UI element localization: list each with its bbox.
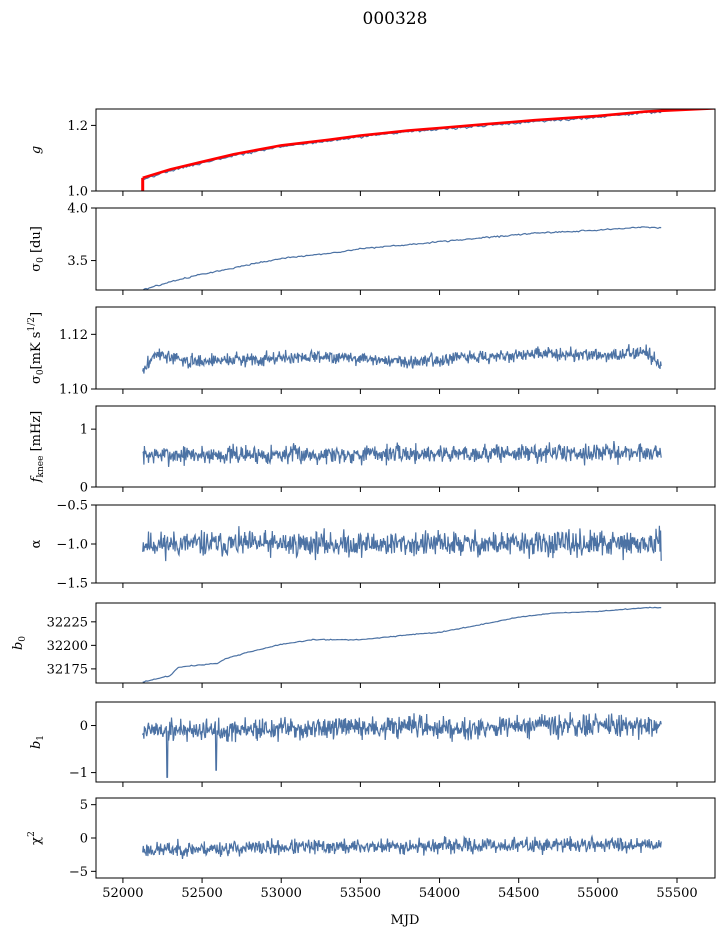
panel-chi2: −5 0 5 52000 52500 53000 53500 54000 54500 55000 5… <box>27 797 716 901</box>
y-tick-label-b1: 0 <box>80 719 88 734</box>
y-tick-label-b1: −1 <box>69 766 88 781</box>
y-tick-label-chi2: 5 <box>80 798 88 813</box>
ylabel-sub: 0 <box>18 636 28 642</box>
series-line-sigma0_du <box>142 226 662 290</box>
x-tick-label: 52500 <box>181 886 222 901</box>
y-tick-label-sigma0_du: 4.0 <box>67 202 88 217</box>
series-line-chi2 <box>142 834 662 859</box>
ylabel-rest: [mHz] <box>29 411 44 456</box>
y-tick-label-b0: 32200 <box>47 639 88 654</box>
panel-fknee: 0 1 fknee [mHz] <box>29 405 716 496</box>
y-axis-label-b1: b1 <box>29 735 46 749</box>
series-line-g <box>142 110 662 181</box>
axes-frame-b0 <box>95 602 716 684</box>
series-line-alpha <box>142 525 662 562</box>
x-tick-label: 53000 <box>261 886 302 901</box>
y-axis-label-g: g <box>29 146 44 154</box>
ylabel-base: σ <box>29 375 44 384</box>
y-axis-label-fknee: fknee [mHz] <box>29 411 46 484</box>
panel-sigma0_mK: 1.10 1.12 σ0[mK s1/2] <box>27 306 716 398</box>
ylabel-base: σ <box>29 263 44 272</box>
ylabel-sub: 0 <box>36 257 46 263</box>
y-tick-label-g: 1.2 <box>67 119 88 134</box>
series-line-b1 <box>142 712 662 778</box>
y-tick-label-sigma0_mK: 1.12 <box>59 328 88 343</box>
panel-b1: −1 0 b1 <box>29 701 716 787</box>
y-axis-label-sigma0_mK: σ0[mK s1/2] <box>27 312 46 384</box>
y-axis-label-alpha: α <box>29 539 44 548</box>
axes-frame-chi2 <box>95 797 716 879</box>
y-tick-label-sigma0_mK: 1.10 <box>59 383 88 398</box>
axes-frame-sigma0_mK <box>95 306 716 390</box>
ylabel-close: ] <box>29 312 44 317</box>
panel-sigma0_du: 3.5 4.0 σ0 [du] <box>29 202 716 295</box>
x-tick-label: 52000 <box>102 886 143 901</box>
ylabel-base: χ <box>29 837 44 845</box>
x-tick-label: 54000 <box>419 886 460 901</box>
y-tick-label-chi2: −5 <box>69 865 88 880</box>
x-tick-label: 54500 <box>498 886 539 901</box>
y-tick-label-fknee: 1 <box>80 423 88 438</box>
ylabel-base: f <box>29 475 44 483</box>
ylabel-sub: 0 <box>36 369 46 375</box>
y-tick-label-chi2: 0 <box>80 832 88 847</box>
x-tick-label: 53500 <box>340 886 381 901</box>
ylabel-base: b <box>29 741 44 749</box>
y-axis-label-chi2: χ2 <box>27 831 44 845</box>
axes-frame-fknee <box>95 405 716 488</box>
axes-frame-g <box>95 108 716 192</box>
x-tick-label: 55000 <box>577 886 618 901</box>
panel-b0: 32175 32200 32225 b0 <box>11 602 716 688</box>
panel-g: 1.0 1.2 g <box>29 108 716 200</box>
panel-alpha: −1.5 −1.0 −0.5 α <box>29 499 716 592</box>
y-tick-label-b0: 32225 <box>47 615 88 630</box>
model-line-g <box>142 109 715 180</box>
ylabel-sup: 2 <box>27 831 37 837</box>
y-tick-label-sigma0_du: 3.5 <box>67 254 88 269</box>
y-tick-label-fknee: 0 <box>80 481 88 496</box>
ylabel-base: g <box>29 146 44 154</box>
series-line-fknee <box>142 441 662 467</box>
y-tick-label-b0: 32175 <box>47 662 88 677</box>
y-tick-label-alpha: −1.0 <box>56 538 88 553</box>
ylabel-rest: [du] <box>29 226 44 257</box>
ylabel-base: b <box>11 642 26 650</box>
y-tick-label-g: 1.0 <box>67 185 88 200</box>
x-tick-label: 55500 <box>656 886 697 901</box>
y-axis-label-sigma0_du: σ0 [du] <box>29 226 46 272</box>
axes-frame-b1 <box>95 701 716 783</box>
y-axis-label-b0: b0 <box>11 636 28 650</box>
ylabel-rest: [mK s <box>29 332 44 370</box>
ylabel-base: α <box>29 539 44 548</box>
ylabel-sub: 1 <box>36 735 46 741</box>
ylabel-sub: knee <box>36 456 46 478</box>
series-line-b0 <box>142 606 662 683</box>
series-line-sigma0_mK <box>142 344 662 374</box>
axes-frame-sigma0_du <box>95 207 716 291</box>
ylabel-sup: 1/2 <box>27 317 37 331</box>
y-tick-label-alpha: −1.5 <box>56 577 88 592</box>
y-tick-label-alpha: −0.5 <box>56 499 88 514</box>
figure-title: 000328 <box>363 9 428 29</box>
x-axis-label: MJD <box>391 913 420 928</box>
